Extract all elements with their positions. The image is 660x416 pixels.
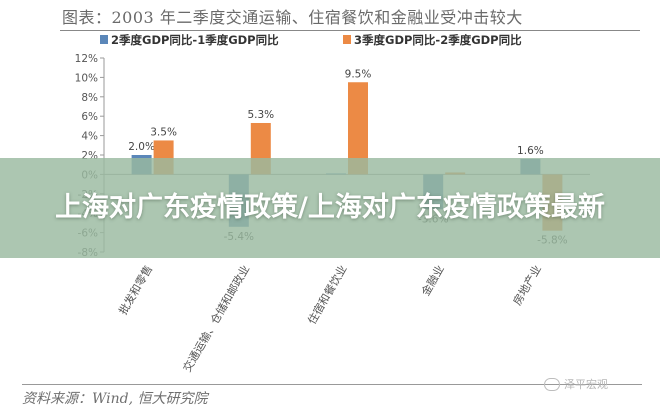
wechat-icon (544, 377, 560, 391)
x-tick-label: 批发和零售 (116, 263, 156, 318)
legend-swatch (100, 35, 108, 44)
y-tick-label: 10% (75, 72, 98, 84)
title-divider (60, 30, 640, 31)
data-label: 9.5% (345, 68, 372, 80)
source-divider (22, 384, 642, 385)
y-tick-label: 8% (81, 92, 98, 104)
legend-label: 2季度GDP同比-1季度GDP同比 (111, 33, 279, 47)
y-tick-label: 12% (75, 53, 98, 65)
chart-title: 图表：2003 年二季度交通运输、住宿餐饮和金融业受冲击较大 (62, 8, 523, 27)
watermark: 泽平宏观 (544, 376, 608, 392)
y-tick-label: 4% (81, 131, 98, 143)
legend-label: 3季度GDP同比-2季度GDP同比 (354, 33, 522, 47)
source-note: 资料来源：Wind, 恒大研究院 (22, 391, 208, 407)
legend-swatch (343, 35, 351, 44)
data-label: 2.0% (128, 141, 155, 153)
data-label: 5.3% (247, 109, 274, 121)
x-tick-label: 交通运输、仓储和邮政业 (180, 263, 253, 375)
data-label: 1.6% (517, 145, 544, 157)
x-tick-label: 金融业 (418, 263, 447, 299)
x-tick-label: 住宿和餐饮业 (304, 263, 349, 327)
y-tick-label: 6% (81, 111, 98, 123)
headline-text: 上海对广东疫情政策/上海对广东疫情政策最新 (55, 192, 605, 223)
headline-banner: 上海对广东疫情政策/上海对广东疫情政策最新 (0, 158, 660, 258)
watermark-text: 泽平宏观 (564, 378, 608, 391)
data-label: 3.5% (150, 126, 177, 138)
bar (348, 82, 368, 175)
x-tick-label: 房地产业 (510, 263, 544, 308)
